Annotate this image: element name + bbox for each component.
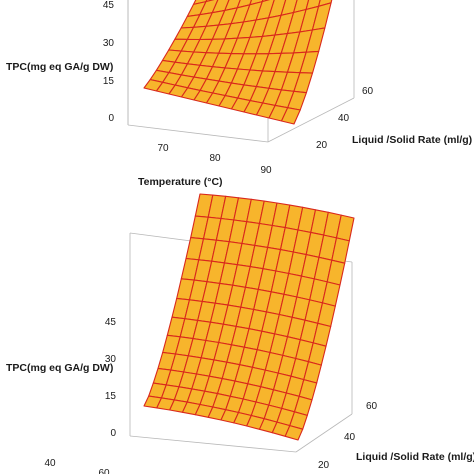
z-tick-15: 15 <box>103 76 115 87</box>
z-tick-30-b: 30 <box>105 354 117 365</box>
surface-patch <box>280 107 301 125</box>
z-tick-15-b: 15 <box>105 391 117 402</box>
x-tick-70: 70 <box>157 143 169 154</box>
z-tick-45-b: 45 <box>105 317 117 328</box>
z-tick-0: 0 <box>108 113 114 124</box>
response-surface-bottom <box>143 193 355 441</box>
z-axis-title-b: TPC(mg eq GA/g DW) <box>6 362 113 374</box>
y-tick-20: 20 <box>316 140 328 151</box>
y-tick-20-b: 20 <box>318 460 330 471</box>
y-axis-title: Liquid /Solid Rate (ml/g) <box>352 134 472 146</box>
surface-plot-bottom: 45 30 15 0 TPC(mg eq GA/g DW) 40 60 20 4… <box>6 193 474 474</box>
y-tick-40-b: 40 <box>344 432 356 443</box>
x-tick-80: 80 <box>209 153 221 164</box>
y-tick-40: 40 <box>338 113 350 124</box>
z-axis-title: TPC(mg eq GA/g DW) <box>6 61 113 73</box>
plot-box-top <box>127 0 355 143</box>
x-tick-60-b: 60 <box>98 468 110 474</box>
x-tick-90: 90 <box>260 165 272 176</box>
z-tick-45: 45 <box>103 0 115 11</box>
y-tick-60-b: 60 <box>366 401 378 412</box>
z-tick-0-b: 0 <box>110 428 116 439</box>
y-tick-60: 60 <box>362 86 374 97</box>
x-tick-40-b: 40 <box>44 458 56 469</box>
z-tick-30: 30 <box>103 38 115 49</box>
surface-plot-top: 45 30 15 0 TPC(mg eq GA/g DW) 70 80 90 T… <box>6 0 472 188</box>
surface-patch <box>284 425 304 441</box>
x-axis-title: Temperature (°C) <box>138 176 223 188</box>
response-surface-top <box>143 0 333 125</box>
y-axis-title-b: Liquid /Solid Rate (ml/g) <box>356 451 474 463</box>
